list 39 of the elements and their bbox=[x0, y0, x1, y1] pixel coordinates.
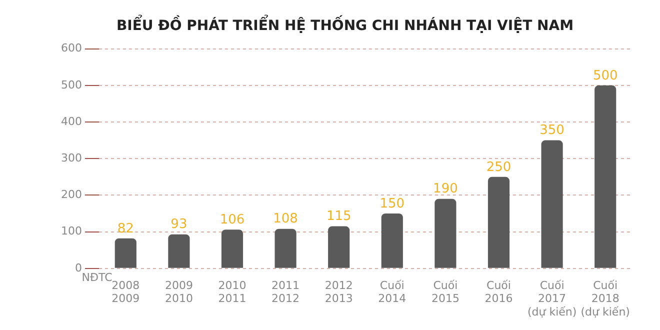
data-label: 108 bbox=[273, 212, 298, 227]
x-tick-label: 2012 2013 bbox=[324, 278, 353, 306]
x-tick-label: 2011 2012 bbox=[272, 278, 300, 306]
y-tick-label: 100 bbox=[60, 224, 82, 238]
bar bbox=[114, 238, 136, 268]
bar bbox=[168, 234, 190, 268]
data-label: 250 bbox=[486, 160, 512, 175]
x-axis-title: NĐTC bbox=[82, 270, 113, 284]
y-tick-label: 400 bbox=[60, 114, 82, 128]
data-label: 106 bbox=[220, 212, 245, 228]
y-tick-label: 200 bbox=[60, 188, 82, 202]
chart-title: BIỂU ĐỒ PHÁT TRIỂN HỆ THỐNG CHI NHÁNH TẠI VIỆT NAM bbox=[116, 14, 574, 34]
x-tick-label: Cuối 2017 (dự kiến) bbox=[527, 278, 577, 318]
bar bbox=[274, 228, 296, 268]
x-tick-label: 2008 2009 bbox=[112, 278, 140, 306]
data-label: 115 bbox=[326, 209, 352, 224]
data-label: 82 bbox=[117, 221, 134, 236]
bar bbox=[594, 85, 616, 268]
data-label: 150 bbox=[380, 196, 405, 212]
x-tick-label: Cuối 2018 (dự kiến) bbox=[580, 278, 630, 318]
y-tick-label: 500 bbox=[60, 78, 82, 92]
y-tick-label: 0 bbox=[74, 261, 82, 274]
bar bbox=[434, 198, 456, 268]
x-tick-label: Cuối 2014 bbox=[378, 278, 406, 306]
data-label: 500 bbox=[592, 68, 618, 84]
x-tick-label: 2010 2011 bbox=[218, 278, 246, 306]
data-label: 93 bbox=[170, 217, 188, 232]
x-tick-label: 2009 2010 bbox=[164, 278, 193, 306]
x-tick-label: Cuối 2016 bbox=[484, 278, 513, 306]
bar bbox=[221, 230, 244, 268]
bar bbox=[488, 176, 510, 268]
y-tick-label: 600 bbox=[60, 42, 82, 55]
bar bbox=[328, 226, 350, 268]
data-label: 350 bbox=[540, 123, 564, 138]
y-tick-label: 300 bbox=[60, 151, 82, 164]
bar bbox=[541, 140, 563, 268]
data-label: 190 bbox=[433, 182, 458, 197]
x-tick-label: Cuối 2015 bbox=[431, 278, 460, 306]
bar bbox=[381, 214, 403, 268]
